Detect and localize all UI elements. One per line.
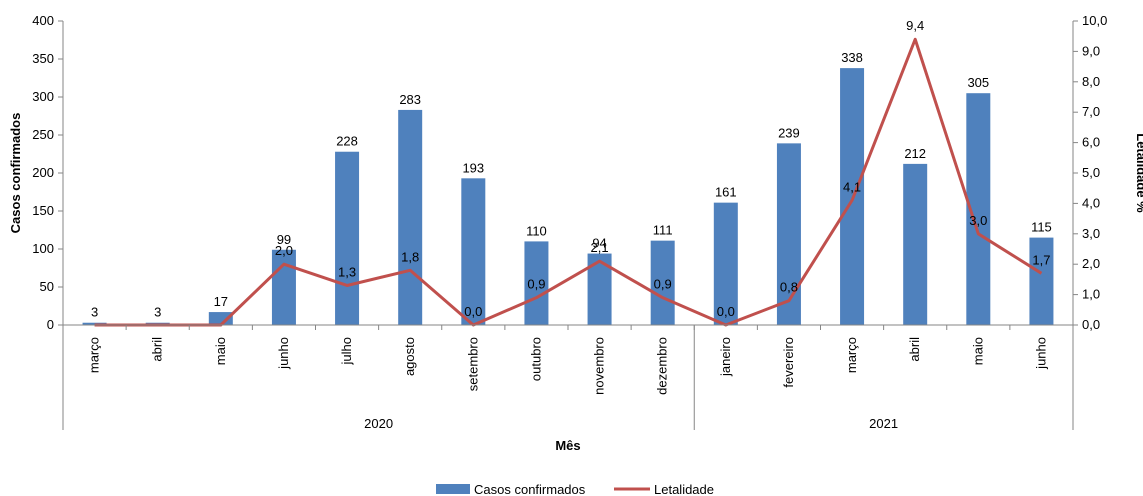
line-data-label: 2,1 [591, 240, 609, 255]
line-series [94, 37, 1043, 327]
x-tick-label: janeiro [718, 337, 733, 377]
bar-data-label: 99 [277, 232, 291, 247]
x-tick-label: maio [213, 337, 228, 365]
legend-label-bars: Casos confirmados [474, 482, 586, 496]
bar-data-label: 212 [904, 146, 926, 161]
y-right-tick-label: 7,0 [1082, 104, 1100, 119]
line-data-label: 0,9 [527, 277, 545, 292]
legend-swatch-bars [436, 484, 470, 494]
year-group-labels: 2020 2021 [364, 416, 898, 431]
x-tick-label: novembro [592, 337, 607, 395]
x-tick-label: março [87, 337, 102, 373]
bar-data-label: 110 [526, 223, 547, 238]
x-tick-label: julho [339, 337, 354, 365]
line-data-label: 4,1 [843, 179, 861, 194]
bar [776, 143, 801, 325]
bar-data-label: 228 [336, 134, 358, 149]
bar-data-label: 94 [592, 236, 606, 251]
bar [398, 109, 423, 325]
line-data-labels: 2,0 1,3 1,8 0,0 0,9 2,1 0,9 0,0 0,8 4,1 9,4 3,0 1,7 [275, 18, 1051, 319]
bar [335, 151, 360, 325]
bar-series [82, 68, 1054, 326]
bar-data-label: 17 [214, 294, 228, 309]
y-left-tick-label: 0 [47, 317, 54, 332]
line-data-label: 0,0 [717, 304, 735, 319]
x-tick-label: outubro [528, 337, 543, 381]
legend: Casos confirmados Letalidade [436, 482, 714, 496]
x-axis-tick-labels: março abril maio junho julho agosto setembro ou… [87, 337, 1049, 395]
x-tick-label: maio [970, 337, 985, 365]
y-left-tick-label: 200 [32, 165, 54, 180]
y-right-tick-label: 1,0 [1082, 287, 1100, 302]
x-tick-label: abril [907, 337, 922, 362]
letalidade-line [94, 37, 1043, 327]
bar-data-label: 3 [154, 305, 161, 320]
x-tick-label: setembro [465, 337, 480, 391]
y-right-tick-label: 8,0 [1082, 74, 1100, 89]
x-tick-label: abril [150, 337, 165, 362]
line-data-label: 2,0 [275, 243, 293, 258]
y-right-tick-label: 0,0 [1082, 317, 1100, 332]
line-data-label: 0,8 [780, 280, 798, 295]
bar-data-label: 193 [462, 160, 484, 175]
line-data-label: 0,0 [464, 304, 482, 319]
x-tick-label: agosto [402, 337, 417, 376]
y-right-tick-label: 6,0 [1082, 135, 1100, 150]
bar [650, 240, 675, 325]
year-label: 2021 [869, 416, 898, 431]
y-left-tick-label: 300 [32, 89, 54, 104]
line-data-label: 1,8 [401, 249, 419, 264]
bar [208, 312, 233, 325]
bar [587, 253, 612, 325]
line-data-label: 9,4 [906, 18, 924, 33]
y-left-tick-label: 50 [40, 279, 54, 294]
bar-data-label: 283 [399, 92, 421, 107]
bar-data-labels: 3 3 17 99 228 283 193 110 94 111 161 239 338 212 305 11… [91, 50, 1052, 320]
bar-data-label: 111 [653, 223, 673, 238]
bar-data-label: 115 [1031, 220, 1052, 235]
y-right-tick-label: 3,0 [1082, 226, 1100, 241]
y-left-tick-label: 100 [32, 241, 54, 256]
y-left-tick-label: 150 [32, 203, 54, 218]
x-tick-label: fevereiro [781, 337, 796, 388]
bar-data-label: 3 [91, 305, 98, 320]
y-right-tick-label: 9,0 [1082, 43, 1100, 58]
bar [713, 202, 738, 325]
bar [903, 163, 928, 325]
line-data-label: 3,0 [969, 213, 987, 228]
year-label: 2020 [364, 416, 393, 431]
x-tick-label: março [844, 337, 859, 373]
y-axis-left-title: Casos confirmados [8, 113, 23, 234]
bar-data-label: 338 [841, 50, 863, 65]
y-right-tick-label: 4,0 [1082, 195, 1100, 210]
x-tick-label: junho [1033, 337, 1048, 370]
line-data-label: 1,3 [338, 264, 356, 279]
line-data-label: 0,9 [654, 277, 672, 292]
y-left-tick-label: 400 [32, 13, 54, 28]
y-axis-right-title: Letalidade % [1134, 133, 1143, 213]
x-tick-label: dezembro [655, 337, 670, 395]
y-right-tick-label: 2,0 [1082, 256, 1100, 271]
x-tick-label: junho [276, 337, 291, 370]
y-left-tick-label: 350 [32, 51, 54, 66]
axes: 0 50 100 150 200 250 300 350 400 0,0 1,0 2,0 3,0 4,0 5… [32, 13, 1107, 430]
x-axis-title: Mês [555, 438, 580, 453]
y-left-tick-label: 250 [32, 127, 54, 142]
bar-data-label: 161 [715, 185, 737, 200]
legend-label-line: Letalidade [654, 482, 714, 496]
line-data-label: 1,7 [1032, 252, 1050, 267]
bar-data-label: 305 [967, 75, 989, 90]
bar [524, 241, 549, 325]
bar [461, 178, 486, 325]
y-right-tick-label: 5,0 [1082, 165, 1100, 180]
y-right-tick-label: 10,0 [1082, 13, 1107, 28]
bar [271, 249, 296, 325]
bar-data-label: 239 [778, 125, 800, 140]
bar [1029, 237, 1054, 325]
